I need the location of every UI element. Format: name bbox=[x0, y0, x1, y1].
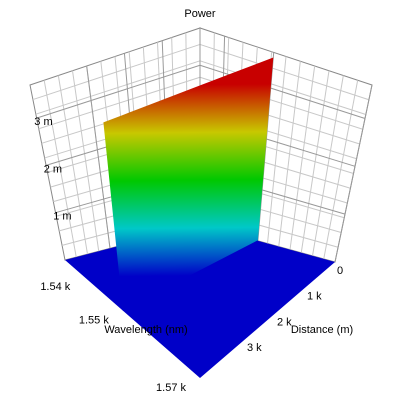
minor-grid bbox=[43, 80, 77, 258]
x-tick-label: 1.54 k bbox=[40, 281, 70, 293]
z-tick-label: 1 m bbox=[53, 211, 71, 223]
x-tick-label: 1.57 k bbox=[156, 382, 186, 394]
minor-grid bbox=[35, 60, 201, 115]
wall-base bbox=[122, 240, 259, 312]
minor-grid bbox=[199, 60, 366, 115]
minor-grid bbox=[323, 80, 359, 260]
chart-title: Power bbox=[184, 8, 216, 20]
x-axis-label: Wavelength (nm) bbox=[104, 324, 187, 336]
y-tick-label: 3 k bbox=[247, 342, 262, 354]
z-tick-label: 2 m bbox=[44, 163, 62, 175]
grid-line bbox=[36, 64, 201, 119]
grid-line bbox=[334, 84, 373, 263]
grid-line bbox=[199, 64, 366, 119]
y-tick-label: 1 k bbox=[307, 291, 322, 303]
y-tick-label: 0 bbox=[337, 265, 343, 277]
minor-grid bbox=[199, 43, 370, 101]
minor-grid bbox=[32, 43, 201, 101]
y-tick-label: 2 k bbox=[277, 316, 292, 328]
x-tick-label: 1.55 k bbox=[79, 314, 109, 326]
z-tick-label: 3 m bbox=[34, 116, 52, 128]
y-axis-label: Distance (m) bbox=[291, 324, 353, 336]
power-wall bbox=[103, 57, 274, 311]
grid-line bbox=[86, 65, 111, 249]
